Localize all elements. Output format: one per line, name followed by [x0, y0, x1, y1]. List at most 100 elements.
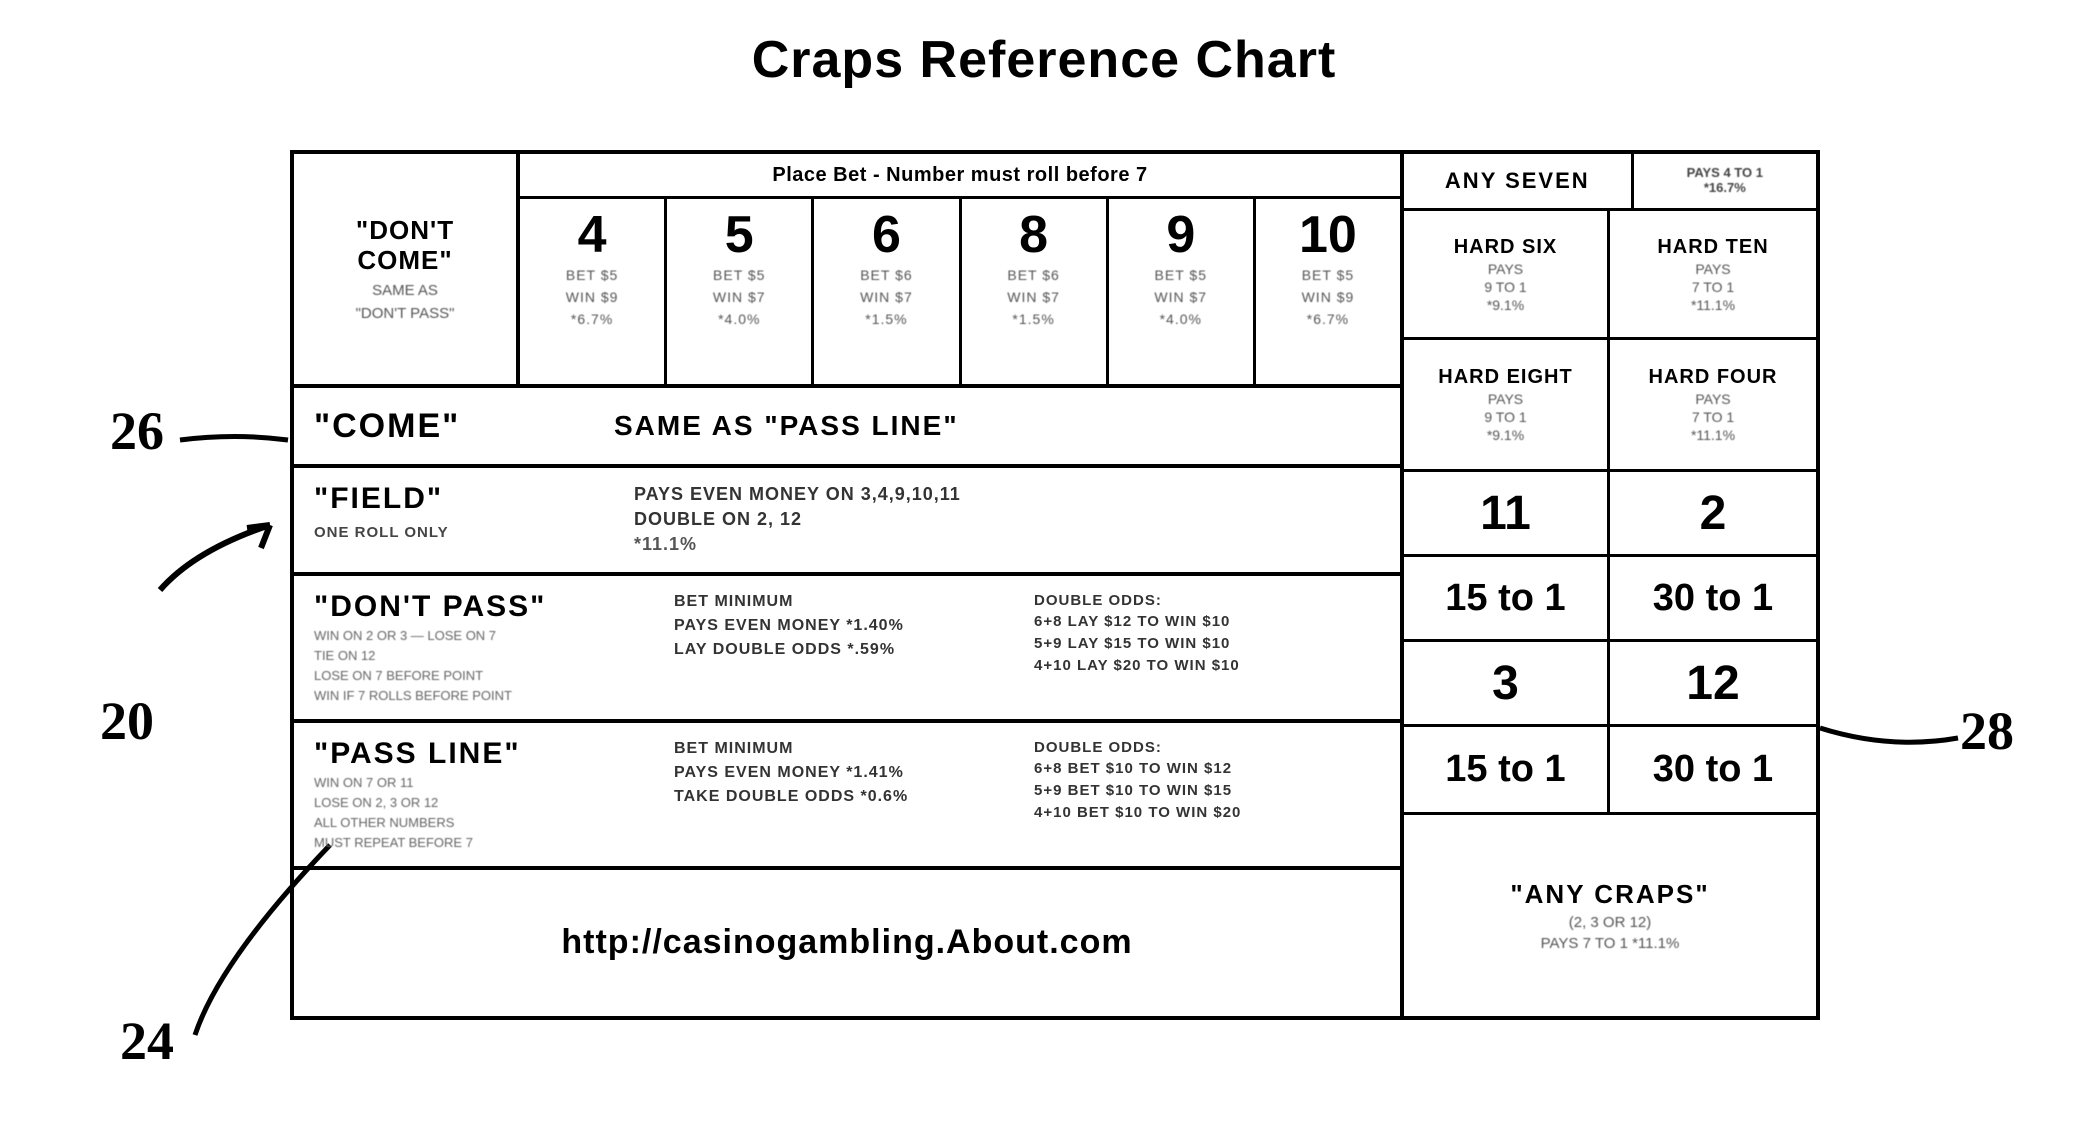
field-sub: ONE ROLL ONLY: [314, 524, 634, 541]
place-6: 6 BET $6 WIN $7 *1.5%: [814, 199, 961, 384]
hard-ten-pays: PAYS: [1616, 261, 1810, 277]
hard-six: HARD SIX PAYS 9 TO 1 *9.1%: [1404, 211, 1610, 340]
field-label: "FIELD": [314, 482, 634, 516]
come-label: "COME": [314, 407, 614, 446]
hard-ten-odds: 7 TO 1: [1616, 279, 1810, 295]
place-8: 8 BET $6 WIN $7 *1.5%: [962, 199, 1109, 384]
annotation-20: 20: [100, 690, 154, 752]
page: Craps Reference Chart 2 6 20 24 28 "DON'T…: [0, 0, 2088, 1127]
pass-label: "PASS LINE": [314, 737, 674, 771]
annotation-24: 24: [120, 1010, 174, 1072]
hard-six-house: *9.1%: [1410, 297, 1601, 313]
place-9-house: *4.0%: [1113, 311, 1249, 327]
place-6-bet: BET $6: [818, 267, 954, 283]
pass-m3: TAKE DOUBLE ODDS *0.6%: [674, 785, 1034, 809]
place-5-bet: BET $5: [671, 267, 807, 283]
hard-eight-name: HARD EIGHT: [1410, 366, 1601, 389]
top-row: "DON'T COME" SAME AS "DON'T PASS" Place …: [294, 154, 1400, 388]
dont-come-l4: "DON'T PASS": [300, 305, 510, 322]
place-8-win: WIN $7: [966, 289, 1102, 305]
place-9-num: 9: [1113, 209, 1249, 261]
dont-pass-r2: 5+9 LAY $15 TO WIN $10: [1034, 633, 1380, 655]
any-craps-l1: (2, 3 OR 12): [1412, 914, 1808, 931]
place-10-house: *6.7%: [1260, 311, 1396, 327]
hard-four-odds: 7 TO 1: [1616, 409, 1810, 425]
dont-pass-rh: DOUBLE ODDS:: [1034, 590, 1380, 612]
right-column: ANY SEVEN PAYS 4 TO 1 *16.7% HARD SIX PA…: [1404, 154, 1816, 1016]
come-text: SAME AS "PASS LINE": [614, 410, 959, 442]
any-craps-l2: PAYS 7 TO 1 *11.1%: [1412, 935, 1808, 952]
hardways-grid: HARD SIX PAYS 9 TO 1 *9.1% HARD TEN PAYS…: [1404, 211, 1816, 472]
annotation-26-line: [180, 425, 290, 455]
hard-eight-pays: PAYS: [1410, 391, 1601, 407]
hard-four-name: HARD FOUR: [1616, 366, 1810, 389]
pass-r1: 6+8 BET $10 TO WIN $12: [1034, 758, 1380, 780]
hard-six-name: HARD SIX: [1410, 236, 1601, 259]
field-l2: DOUBLE ON 2, 12: [634, 507, 1380, 532]
place-8-num: 8: [966, 209, 1102, 261]
hard-eight: HARD EIGHT PAYS 9 TO 1 *9.1%: [1404, 340, 1610, 469]
field-l1: PAYS EVEN MONEY ON 3,4,9,10,11: [634, 482, 1380, 507]
hard-four: HARD FOUR PAYS 7 TO 1 *11.1%: [1610, 340, 1816, 469]
chart-title: Craps Reference Chart: [0, 30, 2088, 90]
dont-pass-s1: WIN ON 2 OR 3 — LOSE ON 7: [314, 628, 674, 644]
place-6-win: WIN $7: [818, 289, 954, 305]
hard-ten-house: *11.1%: [1616, 297, 1810, 313]
place-header: Place Bet - Number must roll before 7: [520, 154, 1400, 199]
field-l3: *11.1%: [634, 532, 1380, 557]
pass-r3: 4+10 BET $10 TO WIN $20: [1034, 802, 1380, 824]
prop-11-pay: 15 to 1: [1404, 557, 1610, 642]
dont-come-l1: "DON'T: [300, 216, 510, 246]
annotation-28: 28: [1960, 700, 2014, 762]
hard-eight-odds: 9 TO 1: [1410, 409, 1601, 425]
annotation-arrow: [155, 520, 295, 600]
dont-pass-m2: PAYS EVEN MONEY *1.40%: [674, 614, 1034, 638]
pass-rh: DOUBLE ODDS:: [1034, 737, 1380, 759]
url-row: http://casinogambling.About.com: [294, 870, 1400, 1016]
place-5-house: *4.0%: [671, 311, 807, 327]
prop-12-num: 12: [1610, 642, 1816, 727]
hard-eight-house: *9.1%: [1410, 427, 1601, 443]
annotation-28-line: [1820, 720, 1960, 760]
any-seven-row: ANY SEVEN PAYS 4 TO 1 *16.7%: [1404, 154, 1816, 211]
prop-3-pay: 15 to 1: [1404, 727, 1610, 812]
dont-come-l2: COME": [300, 246, 510, 276]
pass-s1: WIN ON 7 OR 11: [314, 775, 674, 791]
place-9-bet: BET $5: [1113, 267, 1249, 283]
dont-pass-label: "DON'T PASS": [314, 590, 674, 624]
prop-12-pay: 30 to 1: [1610, 727, 1816, 812]
hard-ten: HARD TEN PAYS 7 TO 1 *11.1%: [1610, 211, 1816, 340]
prop-2-num: 2: [1610, 472, 1816, 557]
place-5-num: 5: [671, 209, 807, 261]
dont-pass-s2: TIE ON 12: [314, 648, 674, 664]
left-column: "DON'T COME" SAME AS "DON'T PASS" Place …: [294, 154, 1404, 1016]
dont-pass-row: "DON'T PASS" WIN ON 2 OR 3 — LOSE ON 7 T…: [294, 576, 1400, 723]
pass-m2: PAYS EVEN MONEY *1.41%: [674, 761, 1034, 785]
dont-pass-r3: 4+10 LAY $20 TO WIN $10: [1034, 655, 1380, 677]
place-4-house: *6.7%: [524, 311, 660, 327]
hard-four-pays: PAYS: [1616, 391, 1810, 407]
field-row: "FIELD" ONE ROLL ONLY PAYS EVEN MONEY ON…: [294, 468, 1400, 576]
any-seven-house: *16.7%: [1704, 181, 1746, 196]
proposition-grid: 11 2 15 to 1 30 to 1 3 12 15 to 1 30 to …: [1404, 472, 1816, 815]
place-bet-section: Place Bet - Number must roll before 7 4 …: [520, 154, 1400, 384]
pass-r2: 5+9 BET $10 TO WIN $15: [1034, 780, 1380, 802]
pass-s2: LOSE ON 2, 3 OR 12: [314, 795, 674, 811]
place-6-num: 6: [818, 209, 954, 261]
place-4: 4 BET $5 WIN $9 *6.7%: [520, 199, 667, 384]
place-10-bet: BET $5: [1260, 267, 1396, 283]
dont-pass-m1: BET MINIMUM: [674, 590, 1034, 614]
come-row: "COME" SAME AS "PASS LINE": [294, 388, 1400, 468]
place-8-bet: BET $6: [966, 267, 1102, 283]
prop-3-num: 3: [1404, 642, 1610, 727]
hard-four-house: *11.1%: [1616, 427, 1810, 443]
prop-11-num: 11: [1404, 472, 1610, 557]
place-4-bet: BET $5: [524, 267, 660, 283]
pass-line-row: "PASS LINE" WIN ON 7 OR 11 LOSE ON 2, 3 …: [294, 723, 1400, 870]
hard-ten-name: HARD TEN: [1616, 236, 1810, 259]
place-5: 5 BET $5 WIN $7 *4.0%: [667, 199, 814, 384]
dont-pass-s3: LOSE ON 7 BEFORE POINT: [314, 668, 674, 684]
hard-six-pays: PAYS: [1410, 261, 1601, 277]
place-4-win: WIN $9: [524, 289, 660, 305]
craps-chart: "DON'T COME" SAME AS "DON'T PASS" Place …: [290, 150, 1820, 1020]
